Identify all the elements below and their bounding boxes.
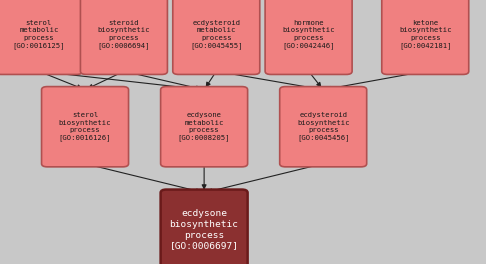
FancyBboxPatch shape (80, 0, 167, 74)
FancyBboxPatch shape (382, 0, 469, 74)
FancyBboxPatch shape (265, 0, 352, 74)
Text: sterol
metabolic
process
[GO:0016125]: sterol metabolic process [GO:0016125] (13, 20, 65, 49)
Text: steroid
biosynthetic
process
[GO:0006694]: steroid biosynthetic process [GO:0006694… (98, 20, 150, 49)
Text: ecdysone
biosynthetic
process
[GO:0006697]: ecdysone biosynthetic process [GO:000669… (170, 209, 239, 250)
Text: ecdysteroid
biosynthetic
process
[GO:0045456]: ecdysteroid biosynthetic process [GO:004… (297, 112, 349, 141)
FancyBboxPatch shape (41, 87, 128, 167)
Text: ketone
biosynthetic
process
[GO:0042181]: ketone biosynthetic process [GO:0042181] (399, 20, 451, 49)
Text: ecdysone
metabolic
process
[GO:0008205]: ecdysone metabolic process [GO:0008205] (178, 112, 230, 141)
Text: sterol
biosynthetic
process
[GO:0016126]: sterol biosynthetic process [GO:0016126] (59, 112, 111, 141)
FancyBboxPatch shape (160, 87, 247, 167)
Text: ecdysteroid
metabolic
process
[GO:0045455]: ecdysteroid metabolic process [GO:004545… (190, 20, 243, 49)
Text: hormone
biosynthetic
process
[GO:0042446]: hormone biosynthetic process [GO:0042446… (282, 20, 335, 49)
FancyBboxPatch shape (173, 0, 260, 74)
FancyBboxPatch shape (160, 190, 247, 264)
FancyBboxPatch shape (280, 87, 366, 167)
FancyBboxPatch shape (0, 0, 82, 74)
